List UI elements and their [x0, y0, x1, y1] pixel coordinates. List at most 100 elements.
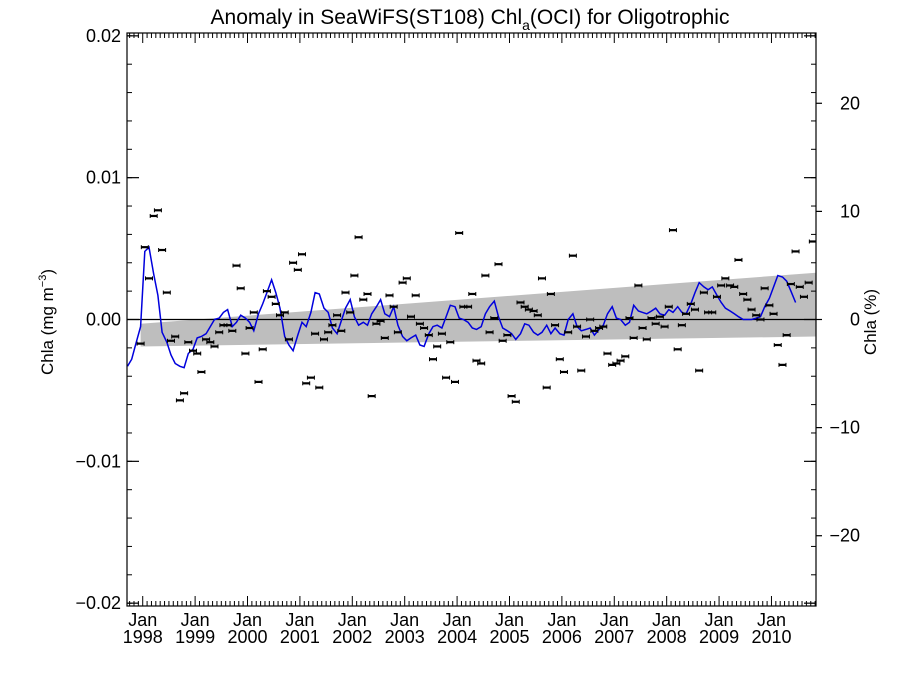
- x-tick-label-month: Jan: [338, 610, 367, 630]
- data-point: [402, 276, 411, 281]
- y-tick-label: −0.02: [75, 593, 121, 613]
- x-tick-label-month: Jan: [443, 610, 472, 630]
- data-point: [262, 289, 271, 294]
- data-point: [494, 262, 503, 267]
- data-point: [189, 348, 198, 353]
- data-point: [786, 282, 795, 287]
- data-point: [586, 317, 595, 322]
- y2-axis-label: Chla (%): [861, 289, 880, 355]
- data-point: [171, 334, 180, 339]
- data-point: [275, 313, 284, 318]
- data-point: [389, 304, 398, 309]
- data-point: [599, 324, 608, 329]
- data-point: [158, 248, 167, 253]
- y-tick-label: −0.01: [75, 451, 121, 471]
- x-tick-label-month: Jan: [128, 610, 157, 630]
- data-point: [359, 297, 368, 302]
- data-point: [634, 283, 643, 288]
- x-tick-label-year: 2002: [332, 627, 372, 647]
- x-tick-label-month: Jan: [181, 610, 210, 630]
- y-tick-label: 0.00: [86, 310, 121, 330]
- data-point: [577, 368, 586, 373]
- data-point: [267, 294, 276, 299]
- data-point: [655, 314, 664, 319]
- data-point: [197, 369, 206, 374]
- data-point: [485, 330, 494, 335]
- data-point: [415, 321, 424, 326]
- data-point: [581, 334, 590, 339]
- data-point: [385, 293, 394, 298]
- data-point: [280, 310, 289, 315]
- data-point: [730, 284, 739, 289]
- x-tick-label-year: 2000: [227, 627, 267, 647]
- data-point: [503, 333, 512, 338]
- data-point: [215, 330, 224, 335]
- data-point: [420, 326, 429, 331]
- data-point: [455, 230, 464, 235]
- x-tick-label-month: Jan: [285, 610, 314, 630]
- y2-tick-label: 10: [840, 201, 860, 221]
- chart-title: Anomaly in SeaWiFS(ST108) Chla(OCI) for …: [211, 6, 730, 33]
- data-point: [555, 357, 564, 362]
- data-point: [180, 391, 189, 396]
- data-point: [311, 331, 320, 336]
- data-point: [551, 323, 560, 328]
- data-point: [651, 321, 660, 326]
- x-tick-label-month: Jan: [652, 610, 681, 630]
- data-point: [799, 294, 808, 299]
- x-tick-label-month: Jan: [757, 610, 786, 630]
- data-point: [734, 257, 743, 262]
- data-point: [690, 307, 699, 312]
- data-point: [341, 290, 350, 295]
- data-point: [511, 399, 520, 404]
- data-point: [289, 260, 298, 265]
- y-axis-label: Chla (mg m−3): [37, 269, 57, 375]
- data-point: [477, 361, 486, 366]
- data-point: [315, 385, 324, 390]
- data-point: [708, 310, 717, 315]
- x-tick-label-month: Jan: [390, 610, 419, 630]
- x-tick-label-year: 2005: [489, 627, 529, 647]
- data-point: [254, 379, 263, 384]
- data-point: [795, 284, 804, 289]
- data-point: [424, 333, 433, 338]
- data-point: [236, 286, 245, 291]
- data-point: [621, 354, 630, 359]
- data-point: [668, 228, 677, 233]
- data-point: [686, 301, 695, 306]
- data-point: [433, 344, 442, 349]
- data-point: [717, 283, 726, 288]
- data-point: [271, 301, 280, 306]
- data-point: [298, 252, 307, 257]
- y2-tick-label: −10: [829, 418, 860, 438]
- data-point: [590, 328, 599, 333]
- data-point: [568, 253, 577, 258]
- x-tick-label-year: 1998: [123, 627, 163, 647]
- y2-tick-label: −20: [829, 526, 860, 546]
- data-point: [533, 313, 542, 318]
- data-point: [808, 239, 816, 244]
- data-point: [140, 245, 149, 250]
- data-point: [660, 324, 669, 329]
- data-point: [721, 276, 730, 281]
- data-point: [406, 314, 415, 319]
- data-point: [782, 333, 791, 338]
- data-point: [223, 323, 232, 328]
- plot-area: 0.020.010.00−0.01−0.0220100−10−20Jan1998…: [75, 26, 860, 647]
- data-point: [293, 267, 302, 272]
- data-point: [712, 294, 721, 299]
- y-axis-label-superscript: −3: [37, 275, 49, 288]
- data-point: [804, 280, 813, 285]
- y2-tick-label: 20: [840, 93, 860, 113]
- data-point: [320, 337, 329, 342]
- data-point: [464, 304, 473, 309]
- data-point: [136, 341, 145, 346]
- data-point: [664, 304, 673, 309]
- data-point: [153, 208, 162, 213]
- data-point: [677, 323, 686, 328]
- data-point: [450, 379, 459, 384]
- data-point: [149, 213, 158, 218]
- data-point: [350, 273, 359, 278]
- data-point: [232, 263, 241, 268]
